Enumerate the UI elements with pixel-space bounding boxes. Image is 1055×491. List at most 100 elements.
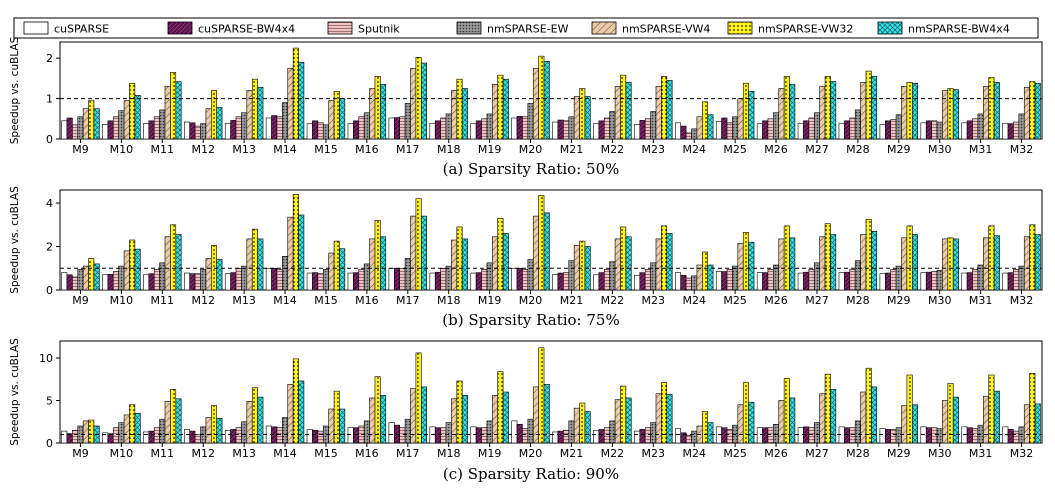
legend-swatch-nmsparse-vw4 (591, 21, 617, 35)
bar-nmsparse-vw4-m27 (819, 86, 826, 140)
bar-nmsparse-ew-m26 (773, 112, 780, 140)
bar-nmsparse-vw32-m24 (702, 251, 709, 291)
bar-cusparse-bw4x4-m20 (516, 267, 523, 291)
bar-nmsparse-vw32-m29 (906, 82, 913, 140)
bar-cusparse-bw4x4-m13 (230, 120, 237, 140)
bar-cusparse-bw4x4-m15 (312, 429, 319, 444)
bar-nmsparse-vw4-m26 (778, 238, 785, 291)
bar-nmsparse-vw4-m22 (614, 238, 621, 291)
bar-nmsparse-vw4-m31 (983, 237, 990, 291)
bar-nmsparse-ew-m23 (650, 111, 657, 140)
bar-cusparse-bw4x4-m26 (762, 272, 769, 291)
bar-nmsparse-bw4x4-m25 (748, 241, 755, 291)
bar-cusparse-m11 (143, 123, 150, 140)
bar-nmsparse-ew-m11 (159, 262, 166, 291)
bar-sputnik-m25 (726, 122, 733, 140)
bar-cusparse-m20 (511, 420, 518, 444)
bar-cusparse-bw4x4-m18 (434, 427, 441, 444)
bar-cusparse-bw4x4-m28 (844, 427, 851, 444)
bar-nmsparse-ew-m22 (609, 111, 616, 140)
bar-nmsparse-ew-m21 (568, 420, 575, 444)
bar-sputnik-m12 (194, 434, 201, 444)
bar-nmsparse-bw4x4-m15 (339, 248, 346, 291)
bar-nmsparse-vw32-m30 (947, 237, 954, 291)
bar-nmsparse-bw4x4-m10 (134, 95, 141, 140)
y-tick-label: 4 (46, 197, 53, 210)
bar-nmsparse-vw4-m9 (82, 265, 89, 291)
bar-cusparse-m21 (552, 121, 559, 140)
bar-cusparse-bw4x4-m17 (393, 267, 400, 291)
bar-cusparse-m30 (920, 272, 927, 291)
bar-nmsparse-ew-m15 (322, 124, 329, 140)
bar-nmsparse-vw32-m28 (865, 219, 872, 291)
bar-nmsparse-vw32-m31 (988, 225, 995, 291)
x-tick-label-m29: M29 (887, 447, 911, 460)
bar-cusparse-m25 (715, 271, 722, 291)
bar-nmsparse-ew-m23 (650, 422, 657, 444)
bar-sputnik-m32 (1013, 430, 1020, 444)
bar-cusparse-m21 (552, 274, 559, 291)
bar-nmsparse-vw32-m25 (742, 82, 749, 140)
bar-cusparse-bw4x4-m19 (475, 427, 482, 444)
bar-nmsparse-ew-m10 (118, 422, 125, 444)
bar-cusparse-m26 (756, 272, 763, 291)
bar-nmsparse-bw4x4-m15 (339, 98, 346, 140)
bar-sputnik-m24 (685, 132, 692, 140)
bar-cusparse-m15 (306, 272, 313, 291)
bar-cusparse-bw4x4-m24 (680, 125, 687, 140)
x-tick-label-m32: M32 (1010, 447, 1034, 460)
bar-nmsparse-vw4-m11 (164, 401, 171, 444)
bar-sputnik-m11 (153, 427, 160, 444)
bar-nmsparse-bw4x4-m30 (952, 89, 959, 140)
bar-cusparse-bw4x4-m12 (189, 430, 196, 444)
x-tick-label-m24: M24 (682, 447, 706, 460)
bar-nmsparse-vw32-m31 (988, 374, 995, 444)
bar-nmsparse-bw4x4-m29 (911, 82, 918, 140)
bar-nmsparse-vw32-m28 (865, 367, 872, 444)
bar-sputnik-m26 (767, 118, 774, 140)
bar-cusparse-bw4x4-m28 (844, 120, 851, 140)
bar-cusparse-bw4x4-m21 (557, 119, 564, 140)
bar-sputnik-m14 (276, 116, 283, 140)
x-tick-label-m29: M29 (887, 294, 911, 307)
x-tick-label-m31: M31 (969, 294, 993, 307)
bar-sputnik-m18 (440, 427, 447, 444)
bar-nmsparse-vw32-m19 (497, 217, 504, 291)
bar-nmsparse-vw4-m18 (451, 398, 458, 444)
bar-nmsparse-bw4x4-m14 (298, 380, 305, 444)
bar-nmsparse-vw4-m10 (123, 100, 130, 140)
x-tick-label-m19: M19 (478, 294, 502, 307)
bar-sputnik-m25 (726, 269, 733, 291)
x-tick-label-m9: M9 (72, 294, 89, 307)
bar-nmsparse-vw32-m17 (415, 352, 422, 444)
bar-nmsparse-bw4x4-m9 (93, 108, 100, 140)
panel-sparsity-90: 0 5 10 Speedup vs. cuBLAS M9 M10 M11 M12 M13 M14 M… (9, 338, 1043, 483)
bar-nmsparse-vw4-m31 (983, 395, 990, 444)
bar-nmsparse-bw4x4-m20 (543, 61, 550, 140)
bar-nmsparse-bw4x4-m22 (625, 236, 632, 291)
bar-nmsparse-vw4-m20 (532, 215, 539, 291)
x-tick-label-m20: M20 (519, 143, 543, 156)
y-axis-label: Speedup vs. cuBLAS (9, 338, 21, 446)
bar-nmsparse-bw4x4-m25 (748, 401, 755, 444)
bar-nmsparse-bw4x4-m11 (175, 234, 182, 291)
bar-nmsparse-vw4-m15 (328, 100, 335, 140)
bar-cusparse-m18 (429, 122, 436, 140)
bar-nmsparse-vw32-m12 (211, 245, 218, 291)
x-tick-label-m27: M27 (805, 447, 829, 460)
bar-nmsparse-vw4-m32 (1023, 86, 1030, 140)
bar-cusparse-bw4x4-m29 (884, 120, 891, 140)
bar-nmsparse-vw4-m11 (164, 86, 171, 140)
bar-sputnik-m29 (890, 119, 897, 140)
bar-cusparse-m15 (306, 429, 313, 444)
bar-nmsparse-vw32-m10 (129, 239, 136, 291)
bar-nmsparse-ew-m19 (486, 420, 493, 444)
bar-nmsparse-bw4x4-m30 (952, 238, 959, 291)
bar-nmsparse-ew-m13 (241, 421, 248, 444)
bar-sputnik-m19 (481, 269, 488, 291)
bar-nmsparse-ew-m22 (609, 261, 616, 291)
bar-nmsparse-ew-m20 (527, 103, 534, 140)
bar-cusparse-bw4x4-m30 (925, 271, 932, 291)
bar-cusparse-bw4x4-m28 (844, 271, 851, 291)
x-tick-label-m32: M32 (1010, 294, 1034, 307)
